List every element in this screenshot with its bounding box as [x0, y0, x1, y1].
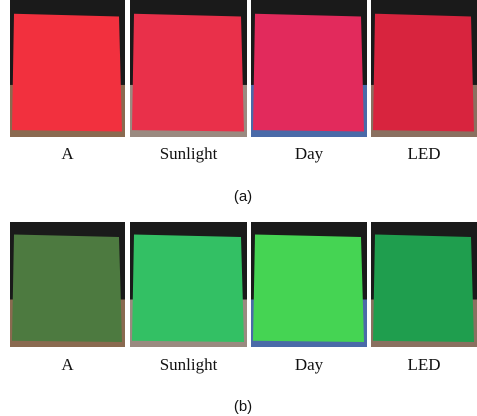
- photo: [10, 222, 125, 347]
- paper-sheet: [12, 14, 122, 132]
- photo: [371, 222, 477, 347]
- paper-sheet: [373, 235, 474, 343]
- paper-sheet: [253, 14, 364, 132]
- photo-label: Sunlight: [160, 355, 218, 374]
- photo: [251, 0, 367, 137]
- photo: [130, 222, 247, 347]
- photo-label: A: [61, 144, 74, 163]
- paper-sheet: [12, 235, 122, 343]
- photo-label: LED: [407, 355, 440, 374]
- paper-sheet: [253, 235, 364, 343]
- photo: [371, 0, 477, 137]
- photo: [130, 0, 247, 137]
- paper-sheet: [132, 14, 244, 132]
- paper-sheet: [373, 14, 474, 132]
- photo: [251, 222, 367, 347]
- figure: A Sunlight Day LED (a) A Sunlight Day LED (b): [0, 0, 477, 416]
- panel-caption: (b): [234, 398, 252, 415]
- panel-caption: (a): [234, 188, 252, 205]
- photo-label: Day: [295, 144, 324, 163]
- photo-label: Sunlight: [160, 144, 218, 163]
- paper-sheet: [132, 235, 244, 343]
- photo-label: A: [61, 355, 74, 374]
- photo-label: Day: [295, 355, 324, 374]
- photo-label: LED: [407, 144, 440, 163]
- photo: [10, 0, 125, 137]
